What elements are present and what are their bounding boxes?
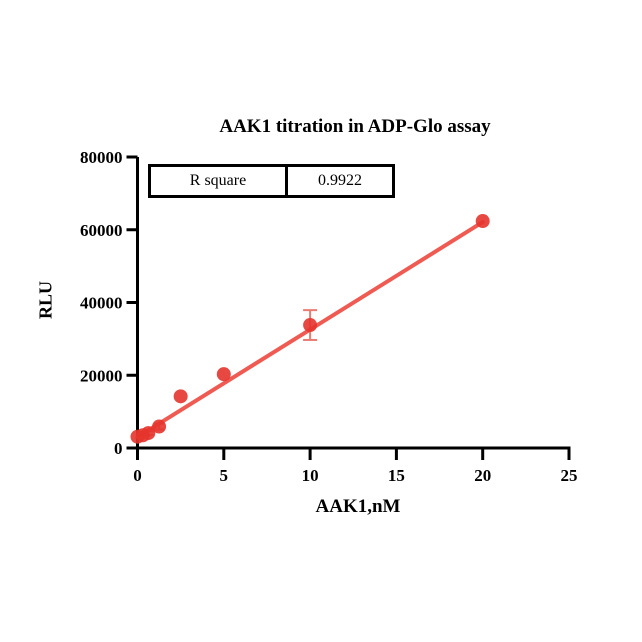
data-point [152, 419, 167, 434]
r-square-value: 0.9922 [285, 164, 395, 198]
r-square-label: R square [148, 164, 288, 198]
svg-text:60000: 60000 [80, 221, 123, 240]
data-point [216, 367, 231, 382]
data-point [141, 426, 156, 441]
svg-text:80000: 80000 [80, 148, 123, 167]
svg-text:15: 15 [388, 466, 405, 485]
y-axis-label: RLU [35, 280, 56, 320]
axes: 0 5 10 15 20 25 0 20000 40000 60000 80000 [80, 148, 578, 485]
svg-text:10: 10 [302, 466, 319, 485]
svg-text:20: 20 [474, 466, 491, 485]
r-square-table: R square 0.9922 [148, 164, 395, 198]
svg-text:5: 5 [220, 466, 229, 485]
data-points [130, 214, 490, 444]
x-axis-label: AAK1,nM [315, 496, 401, 517]
svg-text:0: 0 [133, 466, 142, 485]
data-point [173, 389, 188, 404]
svg-text:25: 25 [561, 466, 578, 485]
svg-text:40000: 40000 [80, 294, 123, 313]
chart-title: AAK1 titration in ADP-Glo assay [219, 116, 491, 137]
data-point [475, 214, 490, 229]
svg-text:0: 0 [114, 439, 123, 458]
table-row: R square 0.9922 [148, 164, 395, 198]
data-point [303, 318, 318, 333]
svg-text:20000: 20000 [80, 366, 123, 385]
